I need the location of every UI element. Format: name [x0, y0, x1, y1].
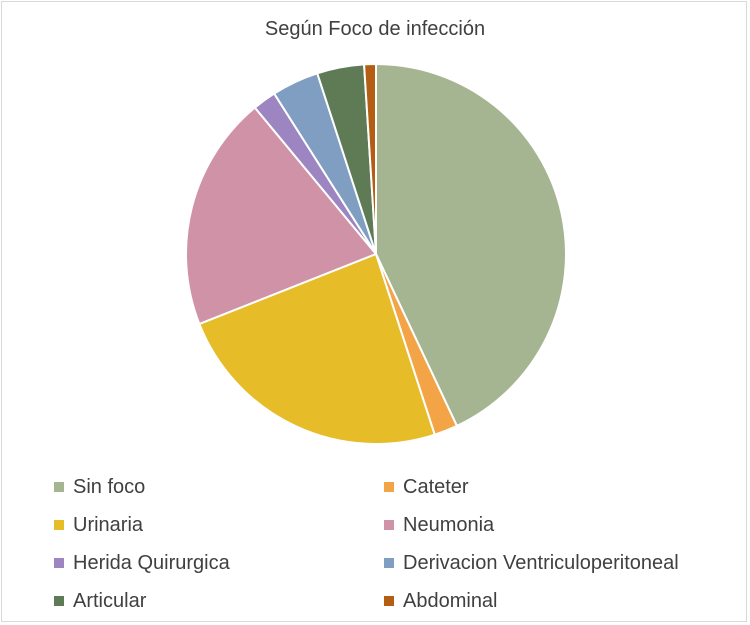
legend-item-articular: Articular	[54, 582, 384, 620]
legend-label-articular: Articular	[73, 589, 147, 612]
legend-swatch-articular	[54, 596, 64, 606]
legend-item-sin-foco: Sin foco	[54, 468, 384, 506]
legend-label-neumonia: Neumonia	[403, 513, 495, 536]
pie-slice-sin-foco	[375, 63, 567, 427]
legend-swatch-abdominal	[384, 596, 394, 606]
legend-swatch-urinaria	[54, 520, 64, 530]
legend-item-abdominal: Abdominal	[384, 582, 724, 620]
legend-swatch-neumonia	[384, 520, 394, 530]
legend-item-cateter: Cateter	[384, 468, 724, 506]
chart-title: Según Foco de infección	[264, 18, 486, 40]
legend-item-urinaria: Urinaria	[54, 506, 384, 544]
pie-slice-abdominal	[363, 63, 377, 255]
legend-label-urinaria: Urinaria	[73, 513, 144, 536]
legend-label-herida-quirurgica: Herida Quirurgica	[73, 551, 230, 574]
legend-item-herida-quirurgica: Herida Quirurgica	[54, 544, 384, 582]
legend-label-sin-foco: Sin foco	[73, 475, 146, 498]
legend-swatch-cateter	[384, 482, 394, 492]
legend-label-abdominal: Abdominal	[403, 589, 498, 612]
legend-swatch-sin-foco	[54, 482, 64, 492]
legend-swatch-herida-quirurgica	[54, 558, 64, 568]
legend-item-neumonia: Neumonia	[384, 506, 724, 544]
legend-label-cateter: Cateter	[403, 475, 469, 498]
legend-item-derivacion-ventriculoperitoneal: Derivacion Ventriculoperitoneal	[384, 544, 724, 582]
legend: Sin foco Cateter Urinaria Neumonia Herid…	[54, 468, 734, 620]
legend-label-derivacion-ventriculoperitoneal: Derivacion Ventriculoperitoneal	[403, 551, 679, 574]
legend-swatch-derivacion-ventriculoperitoneal	[384, 558, 394, 568]
pie-slice-neumonia	[185, 106, 377, 325]
